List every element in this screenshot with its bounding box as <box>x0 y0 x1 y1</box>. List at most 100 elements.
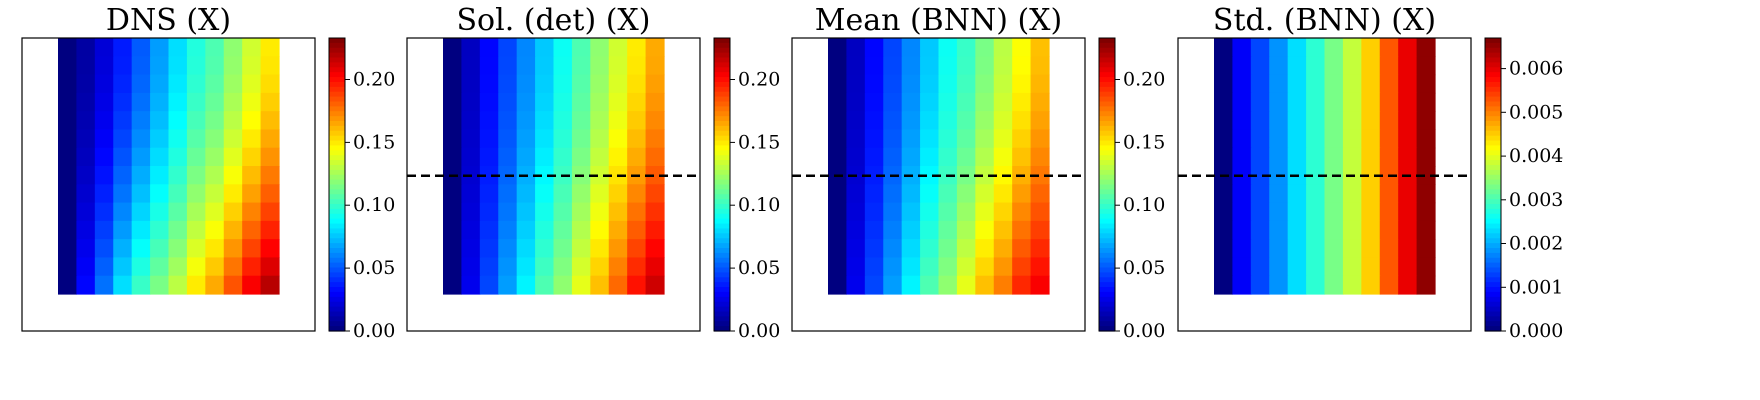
heatmap-cell <box>461 202 481 222</box>
heatmap-cell <box>553 74 573 94</box>
heatmap-cell <box>242 92 262 112</box>
heatmap-cell <box>168 257 188 277</box>
colorbar-segment <box>1485 194 1501 200</box>
heatmap-cell <box>864 129 884 149</box>
heatmap-cell <box>920 74 940 94</box>
colorbar-segment <box>1485 247 1501 254</box>
heatmap-cell <box>443 220 463 240</box>
colorbar-segment <box>1485 145 1501 151</box>
panel-title: Mean (BNN) (X) <box>815 3 1062 38</box>
heatmap-cell <box>846 111 866 131</box>
colorbar-segment <box>714 233 730 239</box>
heatmap-cell <box>1398 239 1418 259</box>
heatmap-cell <box>1269 220 1289 240</box>
heatmap-cell <box>1269 38 1289 57</box>
colorbar-segment <box>329 72 345 78</box>
colorbar-segment <box>1485 91 1501 98</box>
heatmap-cell <box>186 111 206 131</box>
colorbar-segment <box>1099 291 1115 298</box>
heatmap-cell <box>1030 239 1050 259</box>
colorbar-segment <box>714 199 730 205</box>
heatmap-cell <box>828 147 848 167</box>
heatmap-cell <box>1379 184 1399 204</box>
heatmap-cell <box>993 202 1013 222</box>
colorbar-segment <box>714 101 730 107</box>
heatmap-cell <box>1287 129 1307 149</box>
heatmap-cell <box>553 147 573 167</box>
heatmap-cell <box>535 239 555 259</box>
heatmap-cell <box>627 74 647 94</box>
heatmap-cell <box>920 184 940 204</box>
heatmap-cell <box>571 74 591 94</box>
heatmap-cell <box>1232 202 1252 222</box>
colorbar-segment <box>329 223 345 230</box>
heatmap-cell <box>975 74 995 94</box>
colorbar-segment <box>1099 194 1115 200</box>
heatmap-cell <box>113 111 133 131</box>
colorbar-tick-label: 0.20 <box>1123 69 1165 91</box>
heatmap-cell <box>131 111 151 131</box>
heatmap-cell <box>1214 38 1234 57</box>
colorbar-segment <box>1099 130 1115 137</box>
heatmap-cell <box>1342 184 1362 204</box>
heatmap-cell <box>516 184 536 204</box>
heatmap-cell <box>461 239 481 259</box>
heatmap-cell <box>516 275 536 295</box>
colorbar-segment <box>1485 208 1501 215</box>
heatmap-cell <box>1361 129 1381 149</box>
heatmap-cell <box>242 56 262 76</box>
plot-frame <box>1177 37 1472 332</box>
heatmap-cell <box>1306 147 1326 167</box>
heatmap-cell <box>535 56 555 76</box>
heatmap-cell <box>1250 129 1270 149</box>
heatmap-cell <box>131 220 151 240</box>
heatmap-cell <box>627 202 647 222</box>
colorbar-segment <box>329 121 345 127</box>
heatmap-cell <box>956 38 976 57</box>
heatmap-cell <box>993 257 1013 277</box>
colorbar-segment <box>714 62 730 68</box>
heatmap-cell <box>1324 74 1344 94</box>
colorbar-segment <box>329 204 345 210</box>
colorbar-segment <box>329 194 345 200</box>
heatmap-cell <box>993 129 1013 149</box>
colorbar-segment <box>1099 218 1115 225</box>
heatmap-cell <box>828 257 848 277</box>
heatmap-cell <box>150 184 170 204</box>
heatmap-cell <box>590 275 610 295</box>
heatmap-cell <box>1214 111 1234 131</box>
heatmap-cell <box>1232 56 1252 76</box>
heatmap-cell <box>645 129 665 149</box>
heatmap-cell <box>1398 184 1418 204</box>
heatmap-cell <box>242 184 262 204</box>
heatmap-cell <box>645 239 665 259</box>
heatmap-cell <box>461 92 481 112</box>
heatmap-cell <box>1324 111 1344 131</box>
colorbar-segment <box>329 125 345 132</box>
heatmap-cell <box>828 239 848 259</box>
colorbar-segment <box>1485 223 1501 230</box>
colorbar-segment <box>1485 228 1501 234</box>
heatmap-cell <box>1379 56 1399 76</box>
heatmap-cell <box>956 74 976 94</box>
heatmap-cell <box>608 147 628 167</box>
heatmap-cell <box>1287 202 1307 222</box>
heatmap-cell <box>901 184 921 204</box>
heatmap-cell <box>1324 239 1344 259</box>
colorbar-segment <box>1485 233 1501 239</box>
heatmap-cell <box>645 38 665 57</box>
colorbar-tick-label: 0.006 <box>1509 58 1563 80</box>
panel-title: DNS (X) <box>106 3 231 38</box>
colorbar-segment <box>1485 130 1501 137</box>
heatmap-cell <box>938 38 958 57</box>
heatmap-cell <box>479 239 499 259</box>
heatmap-cell <box>645 220 665 240</box>
heatmap-cell <box>975 166 995 185</box>
heatmap-cell <box>223 184 243 204</box>
heatmap-cell <box>901 147 921 167</box>
heatmap-cell <box>590 202 610 222</box>
heatmap-cell <box>590 111 610 131</box>
heatmap-cell <box>608 74 628 94</box>
heatmap-cell <box>1398 38 1418 57</box>
heatmap-cell <box>938 111 958 131</box>
